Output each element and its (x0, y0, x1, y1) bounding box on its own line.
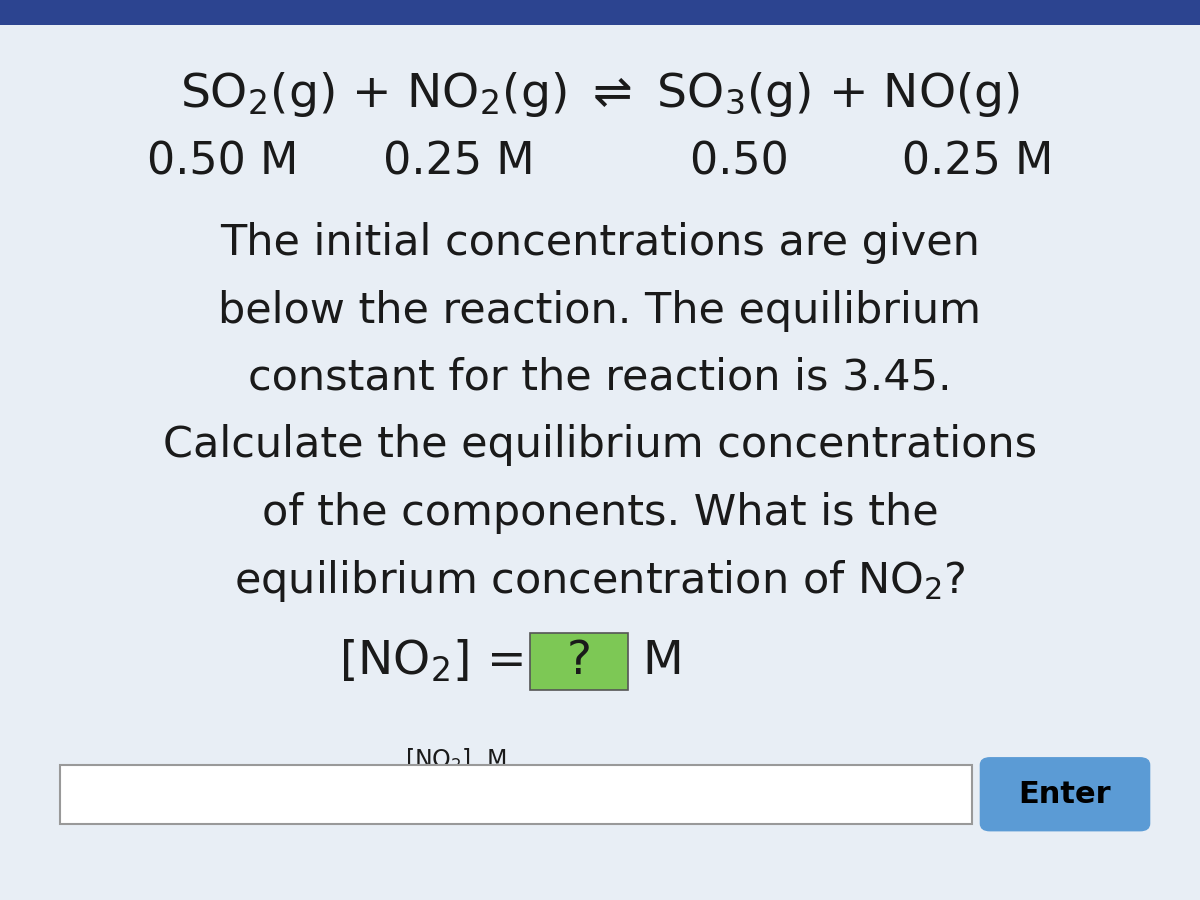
Text: Enter: Enter (1019, 779, 1111, 809)
Text: constant for the reaction is 3.45.: constant for the reaction is 3.45. (248, 357, 952, 399)
Text: of the components. What is the: of the components. What is the (262, 492, 938, 534)
Text: below the reaction. The equilibrium: below the reaction. The equilibrium (218, 290, 982, 331)
FancyBboxPatch shape (0, 0, 1200, 25)
FancyBboxPatch shape (980, 758, 1150, 831)
Text: equilibrium concentration of NO$_2$?: equilibrium concentration of NO$_2$? (234, 557, 966, 604)
Text: ?: ? (566, 639, 592, 684)
FancyBboxPatch shape (530, 633, 628, 690)
Text: [NO$_2$], M: [NO$_2$], M (406, 747, 506, 774)
Text: SO$_2$(g) + NO$_2$(g) $\rightleftharpoons$ SO$_3$(g) + NO(g): SO$_2$(g) + NO$_2$(g) $\rightleftharpoon… (180, 70, 1020, 119)
FancyBboxPatch shape (60, 765, 972, 824)
Text: [NO$_2$] =: [NO$_2$] = (340, 638, 528, 685)
Text: Calculate the equilibrium concentrations: Calculate the equilibrium concentrations (163, 425, 1037, 466)
Text: 0.50 M      0.25 M           0.50        0.25 M: 0.50 M 0.25 M 0.50 0.25 M (146, 140, 1054, 184)
Text: M: M (642, 639, 683, 684)
Text: The initial concentrations are given: The initial concentrations are given (220, 222, 980, 264)
